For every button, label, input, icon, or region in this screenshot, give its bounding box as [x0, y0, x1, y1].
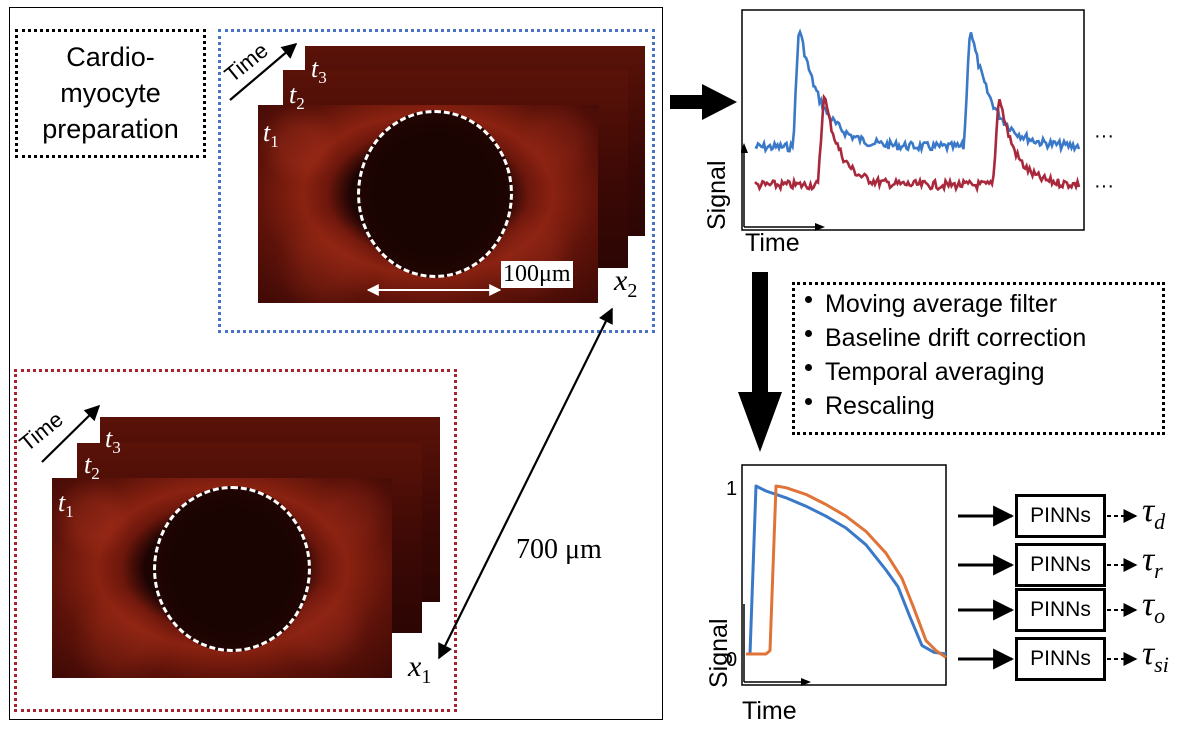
ellipsis-red: ··· [1094, 175, 1114, 197]
scale-bar-label: 100μm [501, 261, 573, 288]
raw-signal-ylabel: Signal [703, 160, 731, 231]
proc-y-tick-1: 1 [726, 478, 738, 500]
raw-x-axis-arrowhead [815, 223, 825, 231]
frame-label-t1-bottom: t1 [58, 488, 74, 522]
location-x2-box [218, 29, 655, 333]
flow-arrow-to-raw-signals [670, 84, 737, 120]
frame-label-t1-top: t1 [263, 118, 279, 152]
cell-region-outline-top [357, 110, 513, 278]
tau-o-output: τo [1142, 586, 1166, 628]
preprocessing-step: Temporal averaging [805, 355, 1162, 389]
raw-signal-xlabel: Time [745, 229, 800, 257]
frame-label-t3-bottom: t3 [105, 424, 121, 458]
pinn-block-4: PINNs [1015, 637, 1106, 681]
series-orange-line [746, 484, 947, 659]
proc-y-tick-0: 0 [726, 649, 738, 671]
processed-signal-xlabel: Time [742, 697, 797, 725]
processed-signal-chart [741, 464, 947, 686]
location-label-x1: x1 [408, 650, 432, 688]
time-arrow-bottom [41, 404, 101, 463]
preparation-label: Cardio- myocyte preparation [15, 29, 206, 158]
processed-signal-ylabel: Signal [705, 618, 733, 689]
tau-si-output: τsi [1142, 635, 1169, 677]
tau-r-output: τr [1142, 541, 1163, 583]
preprocessing-step: Baseline drift correction [805, 321, 1162, 355]
tau-d-output: τd [1142, 492, 1166, 534]
processed-signal-frame [741, 464, 947, 686]
preprocessing-step: Moving average filter [805, 287, 1162, 321]
time-arrow-top [229, 43, 298, 101]
cell-region-outline-bottom [153, 486, 311, 652]
raw-signal-chart [741, 9, 1085, 231]
pinn-block-2: PINNs [1015, 543, 1106, 587]
raw-red-trace-line [754, 93, 1081, 194]
pinn-block-1: PINNs [1015, 494, 1106, 538]
preparation-line-3: preparation [42, 114, 179, 144]
flow-arrow-preprocessing [738, 272, 782, 452]
frame-label-t3-top: t3 [311, 54, 327, 88]
distance-arrow [438, 307, 613, 660]
raw-y-axis-arrowhead [741, 143, 748, 153]
preprocessing-steps: Moving average filter Baseline drift cor… [792, 282, 1165, 435]
series-blue-line [746, 484, 947, 656]
preprocessing-step: Rescaling [805, 389, 1162, 423]
frame-label-t2-bottom: t2 [84, 450, 100, 484]
ellipsis-blue: ··· [1094, 125, 1114, 147]
raw-signal-blue-trace [754, 28, 1081, 155]
preparation-line-2: myocyte [60, 78, 161, 108]
pinn-block-3: PINNs [1015, 588, 1106, 632]
raw-signal-red-trace [754, 93, 1081, 194]
proc-x-axis-arrowhead [801, 678, 811, 686]
raw-blue-trace-line [754, 28, 1081, 155]
frame-label-t2-top: t2 [289, 80, 305, 114]
preparation-line-1: Cardio- [66, 42, 155, 72]
location-label-x2: x2 [614, 264, 638, 302]
left-panel-frame [9, 7, 663, 720]
